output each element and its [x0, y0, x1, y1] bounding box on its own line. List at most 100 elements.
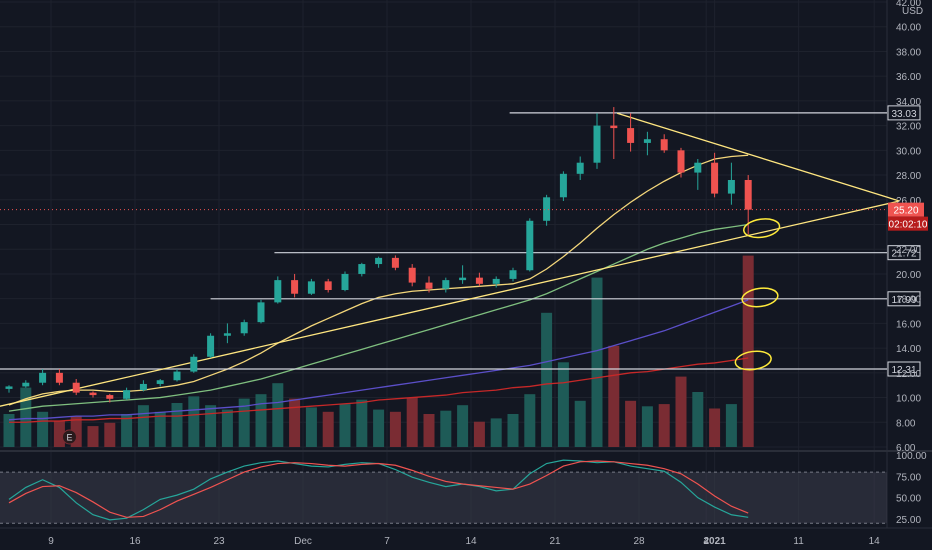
highlight-ellipse[interactable] — [734, 349, 772, 372]
time-tick-label: 11 — [793, 536, 804, 547]
trend-lines[interactable] — [0, 112, 900, 407]
candle — [223, 323, 231, 344]
moving-averages — [8, 154, 749, 423]
volume-bar — [356, 399, 368, 447]
candle — [408, 264, 416, 287]
price-tick-label: 30.00 — [896, 146, 921, 157]
price-tick-label: 26.00 — [896, 196, 921, 207]
price-scale[interactable]: 6.00 8.00 10.00 12.00 14.00 16.00 18.00 20.00 22… — [896, 0, 927, 526]
highlight-ellipse[interactable] — [743, 217, 781, 240]
candle-body — [711, 162, 719, 194]
candle — [543, 194, 551, 226]
candle-body — [526, 220, 534, 271]
candle-body — [643, 139, 651, 143]
candle-body — [475, 277, 483, 284]
level-tag-box — [887, 245, 921, 261]
candle-body — [559, 173, 567, 198]
candle-body — [677, 150, 685, 173]
volume-bar — [121, 414, 133, 447]
candle — [39, 369, 47, 386]
price-tick-label: 18.00 — [896, 295, 921, 306]
candle — [660, 134, 668, 153]
grid-lines — [0, 0, 932, 529]
candle — [123, 387, 131, 401]
level-tag-label: 33.03 — [891, 109, 916, 120]
candle — [190, 354, 198, 373]
volume-bar — [37, 411, 49, 447]
candle-body — [72, 382, 80, 393]
candle-body — [627, 128, 635, 143]
volume-bar — [423, 414, 435, 447]
candle-body — [324, 281, 332, 291]
currency-label: USD — [902, 6, 923, 17]
time-tick-label: 23 — [213, 536, 225, 547]
price-tick-label: 6.00 — [896, 443, 916, 454]
time-tick-label: Dec — [294, 536, 312, 547]
candle-body — [22, 382, 30, 387]
level-tag-box — [887, 291, 921, 307]
volume-bar — [591, 277, 603, 447]
candle — [492, 276, 500, 288]
price-tick-label: 8.00 — [896, 418, 916, 429]
volume-bar — [289, 398, 301, 447]
candle — [72, 379, 80, 396]
highlight-ellipse[interactable] — [741, 286, 779, 309]
candle-body — [408, 267, 416, 283]
volume-bar — [188, 396, 200, 447]
price-tick-label: 36.00 — [896, 72, 921, 83]
time-tick-label: 28 — [633, 536, 645, 547]
candle — [509, 267, 517, 282]
time-tick-label: 7 — [384, 536, 390, 547]
level-tag-label: 17.99 — [891, 295, 916, 306]
candle — [391, 255, 399, 271]
stoch-tick-label: 100.00 — [896, 451, 927, 462]
candle-body — [391, 257, 399, 268]
volume-bar — [171, 403, 183, 447]
price-tick-label: 42.00 — [896, 0, 921, 9]
horizontal-levels[interactable]: 33.03 21.72 17.99 12.31 — [0, 105, 921, 377]
candle-body — [459, 277, 467, 281]
volume-bar — [457, 405, 469, 447]
last-price-tag — [888, 202, 924, 217]
price-tick-label: 22.00 — [896, 245, 921, 256]
countdown-label: 02:02:10 — [889, 220, 928, 231]
highlight-ellipses[interactable] — [734, 217, 781, 372]
volume-bar — [641, 406, 653, 447]
candle-body — [694, 162, 702, 173]
candle — [526, 218, 534, 272]
volume-bar — [557, 362, 569, 447]
volume-bar — [137, 405, 149, 447]
volume-bar — [725, 404, 737, 447]
candle — [106, 393, 114, 403]
volume-bar — [473, 421, 485, 447]
volume-bar — [322, 411, 334, 447]
volume-bar — [20, 387, 32, 447]
candle-body — [190, 356, 198, 372]
candle-body — [358, 264, 366, 274]
candle — [425, 276, 433, 293]
ma-volume-line — [9, 357, 749, 423]
price-tick-label: 38.00 — [896, 47, 921, 58]
volume-bar — [625, 400, 637, 447]
volume-bar — [490, 418, 502, 447]
candle — [173, 369, 181, 382]
chart-markers: 25.20 02:02:10 E — [0, 202, 928, 445]
candle — [291, 273, 299, 298]
candle-body — [139, 383, 147, 391]
price-tick-label: 10.00 — [896, 394, 921, 405]
trend-line[interactable] — [0, 200, 900, 407]
volume-bar — [507, 414, 519, 447]
candle — [593, 113, 601, 169]
candle — [727, 162, 735, 205]
candle — [240, 319, 248, 336]
candle — [22, 380, 30, 388]
candle-body — [375, 257, 383, 265]
candle — [576, 156, 584, 180]
candle — [341, 271, 349, 292]
volume-bar — [305, 407, 317, 447]
last-price-label: 25.20 — [893, 206, 918, 217]
candle-body — [173, 371, 181, 381]
trend-line[interactable] — [616, 112, 900, 202]
